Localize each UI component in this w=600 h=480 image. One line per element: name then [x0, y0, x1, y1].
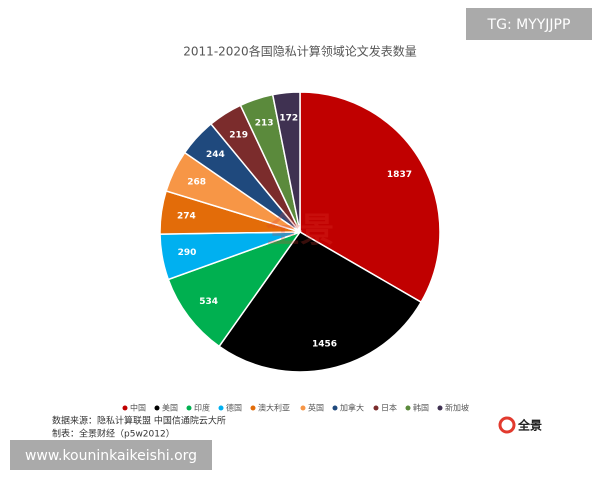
legend-swatch: [437, 405, 443, 411]
legend-swatch: [300, 405, 306, 411]
legend-swatch: [122, 405, 128, 411]
legend-label: 韩国: [413, 403, 429, 413]
source-note: 数据来源：隐私计算联盟 中国信通院云大所: [52, 415, 226, 427]
credit-note: 制表：全景财经（p5w2012）: [52, 428, 175, 440]
data-label: 534: [199, 297, 218, 307]
pie-slice: [271, 91, 301, 233]
pie-slice: [299, 91, 441, 304]
legend-swatch: [218, 405, 224, 411]
watermark-box: [466, 8, 592, 40]
logo-text: 全景: [517, 418, 542, 433]
pie: 1837 1456 534 290 274 268 244 219 213 172: [159, 91, 441, 373]
legend-label: 新加坡: [445, 403, 469, 413]
legend-label: 英国: [308, 403, 324, 413]
legend-label: 日本: [381, 403, 397, 413]
watermark: TG: MYYJJPP: [487, 17, 571, 33]
legend-swatch: [154, 405, 160, 411]
legend-swatch: [373, 405, 379, 411]
website: www.kouninkaikeishi.org: [25, 448, 197, 464]
legend-swatch: [332, 405, 338, 411]
legend-label: 中国: [130, 403, 146, 413]
data-label: 172: [279, 113, 298, 123]
legend-swatch: [405, 405, 411, 411]
legend-label: 印度: [194, 403, 210, 413]
data-label: 219: [229, 130, 248, 140]
pie-slice: [167, 230, 302, 348]
pie-slice: [218, 231, 423, 373]
data-label: 290: [178, 248, 197, 258]
logo-icon: [498, 416, 516, 434]
data-label: 244: [206, 150, 225, 160]
data-label: 1456: [312, 340, 337, 350]
center-logo: 全景: [265, 211, 334, 251]
legend-swatch: [250, 405, 256, 411]
data-label: 1837: [387, 170, 412, 180]
legend-label: 澳大利亚: [258, 403, 290, 413]
data-label: 274: [177, 211, 196, 221]
data-label: 213: [255, 118, 274, 128]
legend-label: 德国: [226, 403, 242, 413]
legend-label: 美国: [162, 403, 178, 413]
website-box: [10, 440, 212, 470]
data-label: 268: [187, 178, 206, 188]
legend: 中国 美国 印度 德国 澳大利亚 英国 加拿大 日本 韩国 新加坡: [122, 403, 469, 413]
legend-label: 加拿大: [340, 403, 364, 413]
chart-title: 2011-2020各国隐私计算领域论文发表数量: [183, 44, 416, 59]
legend-swatch: [186, 405, 192, 411]
